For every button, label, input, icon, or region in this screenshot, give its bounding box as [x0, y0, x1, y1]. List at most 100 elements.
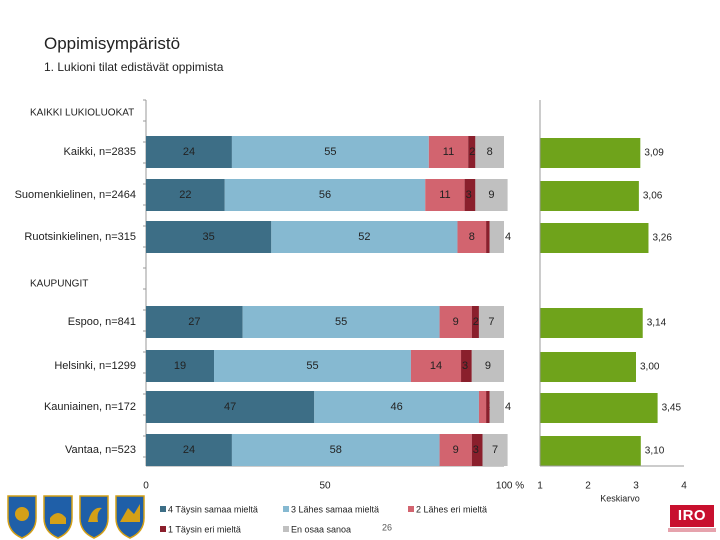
legend-label: 2 Lähes eri mieltä: [416, 504, 487, 514]
mean-tick-label: 3: [633, 481, 639, 492]
bar-value-label: 7: [488, 316, 494, 328]
mean-value-label: 3,26: [652, 233, 672, 244]
category-label: Helsinki, n=1299: [54, 360, 136, 372]
bar-segment: [231, 136, 429, 168]
bar-segment: [439, 306, 472, 338]
x-tick-label: 100 %: [496, 481, 524, 492]
bar-segment: [146, 221, 272, 253]
bar-value-label: 47: [224, 401, 236, 413]
municipal-crests: [7, 495, 145, 539]
bar-segment: [461, 350, 472, 382]
mean-bar: [540, 181, 639, 211]
mean-value-label: 3,06: [643, 191, 663, 202]
legend-label: 1 Täysin eri mieltä: [168, 524, 241, 534]
bar-segment: [428, 136, 469, 168]
mean-value-label: 3,10: [645, 446, 665, 457]
mean-tick-label: 2: [585, 481, 591, 492]
iro-logo-strip: [668, 528, 716, 532]
bar-segment: [271, 221, 458, 253]
mean-bar: [540, 223, 649, 253]
bar-value-label: 3: [462, 360, 468, 372]
legend-swatch: [283, 506, 289, 512]
legend-label: 4 Täysin samaa mieltä: [168, 504, 258, 514]
bar-value-label: 56: [319, 189, 331, 201]
mean-tick-label: 1: [537, 481, 543, 492]
bar-value-label: 9: [485, 360, 491, 372]
bar-value-label: 27: [188, 316, 200, 328]
bar-value-label: 55: [335, 316, 347, 328]
bar-value-label: 7: [492, 444, 498, 456]
bar-value-label: 58: [330, 444, 342, 456]
bar-value-label: 35: [203, 231, 215, 243]
mean-bar: [540, 352, 636, 382]
bar-value-label: 3: [466, 189, 472, 201]
bar-value-label: 3: [473, 444, 479, 456]
category-label: Kaikki, n=2835: [64, 146, 136, 158]
bar-segment: [482, 434, 508, 466]
category-label: Espoo, n=841: [68, 316, 136, 328]
bar-segment: [478, 306, 504, 338]
bar-value-label: 4: [505, 231, 511, 243]
mean-bar: [540, 138, 641, 168]
bar-segment: [231, 434, 440, 466]
mean-axis-title: Keskiarvo: [600, 493, 640, 503]
bar-value-label: 24: [183, 444, 195, 456]
page-number: 26: [382, 522, 392, 532]
crest-vantaa-icon: [115, 495, 145, 539]
bar-segment: [475, 136, 504, 168]
bar-value-label: 46: [390, 401, 402, 413]
mean-value-label: 3,14: [647, 318, 667, 329]
mean-bar: [540, 308, 643, 338]
mean-value-label: 3,09: [644, 148, 664, 159]
crest-espoo-icon: [7, 495, 37, 539]
bar-value-label: 19: [174, 360, 186, 372]
category-label: Suomenkielinen, n=2464: [15, 189, 136, 201]
mean-bar: [540, 393, 658, 423]
legend-label: 3 Lähes samaa mieltä: [291, 504, 379, 514]
bar-value-label: 11: [443, 146, 454, 158]
bar-segment: [314, 391, 479, 423]
bar-value-label: 2: [469, 146, 475, 158]
legend-swatch: [283, 526, 289, 532]
bar-segment: [471, 306, 479, 338]
bar-segment: [471, 350, 504, 382]
bar-segment: [486, 221, 490, 253]
mean-tick-label: 4: [681, 481, 687, 492]
bar-segment: [486, 391, 490, 423]
iro-logo: IRO: [670, 505, 714, 527]
crest-helsinki-icon: [43, 495, 73, 539]
mean-bar: [540, 436, 641, 466]
category-label: Vantaa, n=523: [65, 444, 136, 456]
bar-segment: [439, 434, 472, 466]
crest-kauniainen-icon: [79, 495, 109, 539]
bar-segment: [146, 350, 215, 382]
bar-value-label: 4: [505, 401, 511, 413]
bar-segment: [214, 350, 411, 382]
category-label: Kauniainen, n=172: [44, 401, 136, 413]
bar-segment: [146, 179, 225, 211]
mean-value-label: 3,45: [662, 403, 682, 414]
bar-value-label: 22: [179, 189, 191, 201]
bar-segment: [475, 179, 508, 211]
bar-value-label: 24: [183, 146, 195, 158]
page-title: Oppimisympäristö: [44, 34, 181, 53]
bar-segment: [478, 391, 487, 423]
bar-value-label: 55: [324, 146, 336, 158]
bar-segment: [146, 391, 315, 423]
x-tick-label: 50: [319, 481, 331, 492]
bar-segment: [471, 434, 483, 466]
bar-value-label: 55: [306, 360, 318, 372]
bar-value-label: 14: [430, 360, 442, 372]
bar-segment: [146, 306, 243, 338]
bar-segment: [410, 350, 462, 382]
bar-value-label: 11: [439, 189, 450, 201]
group-header: KAIKKI LUKIOLUOKAT: [30, 108, 134, 119]
x-tick-label: 0: [143, 481, 149, 492]
bar-segment: [468, 136, 476, 168]
bar-value-label: 9: [453, 444, 459, 456]
mean-value-label: 3,00: [640, 362, 660, 373]
legend-swatch: [160, 506, 166, 512]
bar-segment: [224, 179, 426, 211]
bar-value-label: 8: [487, 146, 493, 158]
